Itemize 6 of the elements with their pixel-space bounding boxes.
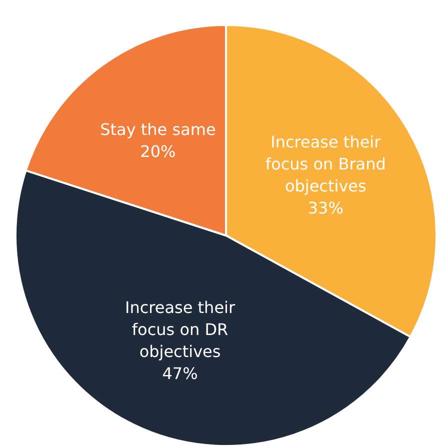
data-label: 33% bbox=[308, 198, 344, 218]
slice-label: Increase their focus on DR objectives bbox=[124, 298, 236, 361]
data-label: 47% bbox=[162, 364, 198, 383]
data-label: 20% bbox=[140, 142, 176, 161]
slice-label: Stay the same bbox=[100, 120, 216, 139]
slice-label: Increase their focus on Brand objectives bbox=[265, 132, 386, 196]
